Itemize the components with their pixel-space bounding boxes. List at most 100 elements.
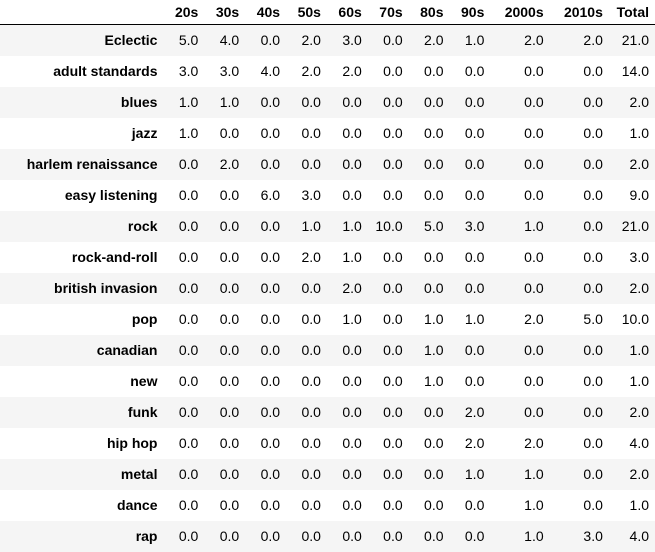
table-cell: 0.0 — [464, 528, 485, 544]
table-cell: 0.0 — [178, 528, 199, 544]
table-cell: 0.0 — [219, 249, 240, 265]
table-cell: 0.0 — [342, 187, 362, 203]
row-label: easy listening — [64, 187, 158, 203]
row-label: jazz — [131, 125, 158, 141]
table-row: metal 0.0 0.0 0.0 0.0 0.0 0.0 0.0 1.0 1.0 0.0 2.0 — [0, 458, 655, 490]
table-cell: 0.0 — [260, 311, 281, 327]
column-header-70s: 70s — [367, 0, 409, 25]
column-header-90s: 90s — [449, 0, 491, 25]
table-cell: 2.0 — [629, 404, 649, 420]
table-row: pop 0.0 0.0 0.0 0.0 1.0 0.0 1.0 1.0 2.0 5.0 10.0 — [0, 303, 655, 335]
column-header-2010s: 2010s — [549, 0, 609, 25]
table-cell: 0.0 — [524, 125, 544, 141]
table-cell: 0.0 — [424, 497, 444, 513]
table-cell: 0.0 — [178, 497, 199, 513]
table-cell: 0.0 — [178, 249, 199, 265]
table-cell: 2.0 — [301, 63, 321, 79]
table-cell: 0.0 — [583, 187, 603, 203]
table-cell: 0.0 — [524, 404, 544, 420]
table-cell: 2.0 — [629, 156, 649, 172]
table-cell: 2.0 — [464, 404, 485, 420]
table-cell: 0.0 — [219, 373, 240, 389]
table-cell: 0.0 — [464, 94, 485, 110]
table-cell: 1.0 — [424, 373, 444, 389]
table-cell: 3.0 — [583, 528, 603, 544]
table-cell: 0.0 — [424, 280, 444, 296]
table-cell: 0.0 — [524, 249, 544, 265]
table-row: adult standards 3.0 3.0 4.0 2.0 2.0 0.0 0.0 0.0 0… — [0, 55, 655, 87]
table-cell: 0.0 — [383, 311, 403, 327]
table-cell: 14.0 — [621, 63, 649, 79]
table-cell: 0.0 — [583, 125, 603, 141]
column-header-30s: 30s — [204, 0, 246, 25]
table-cell: 0.0 — [383, 466, 403, 482]
table-cell: 0.0 — [301, 311, 321, 327]
table-cell: 0.0 — [301, 466, 321, 482]
table-cell: 6.0 — [260, 187, 281, 203]
table-cell: 0.0 — [583, 342, 603, 358]
table-cell: 1.0 — [629, 373, 649, 389]
table-cell: 0.0 — [178, 466, 199, 482]
table-cell: 2.0 — [219, 156, 240, 172]
table-cell: 1.0 — [301, 218, 321, 234]
table-cell: 0.0 — [583, 63, 603, 79]
table-row: rap 0.0 0.0 0.0 0.0 0.0 0.0 0.0 0.0 1.0 3.0 4.0 — [0, 520, 655, 552]
column-header-40s: 40s — [245, 0, 287, 25]
table-cell: 0.0 — [178, 435, 199, 451]
table-cell: 1.0 — [424, 311, 444, 327]
table-cell: 0.0 — [342, 497, 362, 513]
row-label: Eclectic — [104, 32, 158, 49]
table-cell: 3.0 — [464, 218, 485, 234]
table-cell: 1.0 — [464, 311, 485, 327]
table-cell: 0.0 — [583, 466, 603, 482]
table-cell: 0.0 — [260, 404, 281, 420]
table-cell: 0.0 — [178, 280, 199, 296]
table-cell: 0.0 — [260, 125, 281, 141]
table-cell: 0.0 — [260, 497, 281, 513]
table-cell: 0.0 — [301, 280, 321, 296]
table-cell: 0.0 — [424, 404, 444, 420]
table-cell: 2.0 — [524, 32, 544, 49]
table-cell: 0.0 — [219, 280, 240, 296]
table-cell: 0.0 — [583, 94, 603, 110]
table-cell: 0.0 — [383, 125, 403, 141]
table-row: blues 1.0 1.0 0.0 0.0 0.0 0.0 0.0 0.0 0.0 0.0 2.0 — [0, 86, 655, 118]
table-cell: 0.0 — [424, 187, 444, 203]
table-row: Eclectic 5.0 4.0 0.0 2.0 3.0 0.0 2.0 1.0 2.0 2.0 21… — [0, 24, 655, 56]
table-cell: 0.0 — [219, 497, 240, 513]
table-cell: 0.0 — [464, 373, 485, 389]
table-cell: 0.0 — [260, 280, 281, 296]
table-cell: 0.0 — [583, 280, 603, 296]
table-cell: 1.0 — [524, 218, 544, 234]
table-cell: 0.0 — [383, 373, 403, 389]
table-row: funk 0.0 0.0 0.0 0.0 0.0 0.0 0.0 2.0 0.0 0.0 2.0 — [0, 396, 655, 428]
row-label: blues — [120, 94, 158, 110]
table-cell: 0.0 — [524, 373, 544, 389]
table-cell: 0.0 — [464, 187, 485, 203]
table-cell: 0.0 — [301, 125, 321, 141]
table-cell: 0.0 — [464, 63, 485, 79]
table-body: Eclectic 5.0 4.0 0.0 2.0 3.0 0.0 2.0 1.0 2.0 2.0 21… — [0, 24, 655, 552]
table-cell: 2.0 — [524, 435, 544, 451]
table-cell: 21.0 — [621, 218, 649, 234]
table-cell: 3.0 — [301, 187, 321, 203]
table-cell: 0.0 — [583, 404, 603, 420]
table-cell: 0.0 — [424, 63, 444, 79]
row-label: adult standards — [53, 63, 158, 79]
table-cell: 1.0 — [342, 218, 362, 234]
table-cell: 2.0 — [342, 63, 362, 79]
table-cell: 0.0 — [583, 373, 603, 389]
column-header-60s: 60s — [326, 0, 368, 25]
table-cell: 21.0 — [621, 32, 649, 49]
table-cell: 1.0 — [464, 32, 485, 49]
table-cell: 2.0 — [629, 94, 649, 110]
table-row: rock-and-roll 0.0 0.0 0.0 2.0 1.0 0.0 0.0 0.0 0.0… — [0, 241, 655, 273]
table-cell: 0.0 — [178, 156, 199, 172]
table-cell: 0.0 — [260, 32, 281, 49]
table-cell: 1.0 — [342, 249, 362, 265]
table-cell: 10.0 — [621, 311, 649, 327]
table-cell: 1.0 — [178, 125, 199, 141]
table-row: hip hop 0.0 0.0 0.0 0.0 0.0 0.0 0.0 2.0 2.0 0.0 4.0 — [0, 427, 655, 459]
table-cell: 1.0 — [219, 94, 240, 110]
